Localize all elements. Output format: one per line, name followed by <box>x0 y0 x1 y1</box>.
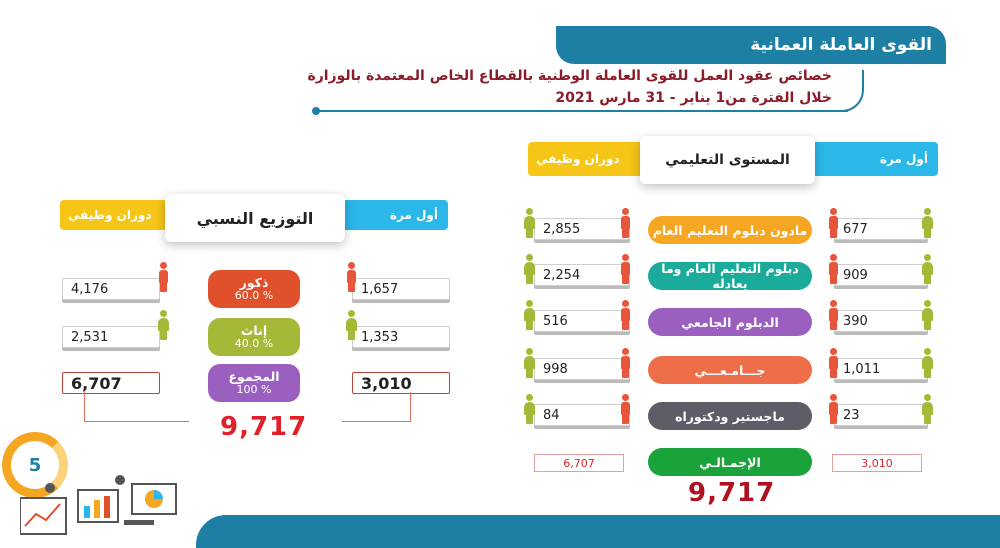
subtitle-dot <box>312 107 320 115</box>
left-category-label: إناث <box>240 323 268 339</box>
education-level-pill: الدبلوم الجامعي <box>648 308 812 336</box>
right-turnover-value: 516 <box>534 310 630 332</box>
right-ribbon-turnover: دوران وظيفي <box>528 142 656 176</box>
page-number: 5 <box>28 454 42 476</box>
education-level-pill: دبلوم التعليم العام وما يعادله <box>648 261 812 291</box>
education-level-pill: جـــامـعـــي <box>648 356 812 384</box>
page-title: القوى العاملة العمانية <box>556 26 946 64</box>
right-first-time-value: 1,011 <box>834 358 928 380</box>
male-icon <box>346 262 356 292</box>
right-turnover-total: 6,707 <box>534 454 624 472</box>
female-icon <box>524 348 535 378</box>
right-card-title: المستوى التعليمي <box>640 136 815 184</box>
left-turnover-value: 6,707 <box>62 372 160 394</box>
male-icon <box>828 348 838 378</box>
footer-bar <box>196 515 1000 548</box>
right-turnover-value: 998 <box>534 358 630 380</box>
left-category-pill: ذكور 60.0 % <box>208 270 300 308</box>
right-turnover-value: 84 <box>534 404 630 426</box>
right-first-time-value: 677 <box>834 218 928 240</box>
left-ribbon-turnover: دوران وظيفي <box>60 200 180 230</box>
male-icon <box>620 254 630 284</box>
right-turnover-value: 2,254 <box>534 264 630 286</box>
female-icon <box>524 254 535 284</box>
female-icon <box>922 300 933 330</box>
male-icon <box>620 300 630 330</box>
subtitle-line-2: خلال الفترة من1 يناير - 31 مارس 2021 <box>555 90 832 106</box>
left-first-time-value: 3,010 <box>352 372 450 394</box>
subtitle-underline <box>318 110 848 112</box>
education-level-pill: ماجستير ودكتوراه <box>648 402 812 430</box>
female-icon <box>922 254 933 284</box>
right-grand-total: 9,717 <box>688 478 776 508</box>
female-icon <box>346 310 357 340</box>
page-number-ring <box>2 432 68 498</box>
right-ribbon-turnover-label: دوران وظيفي <box>536 152 620 166</box>
right-arrow-h <box>342 421 410 422</box>
left-first-time-value: 1,657 <box>352 278 450 300</box>
right-card-title-text: المستوى التعليمي <box>665 152 790 168</box>
female-icon <box>922 394 933 424</box>
right-first-time-value: 390 <box>834 310 928 332</box>
subtitle-connector <box>830 70 864 112</box>
male-icon <box>828 300 838 330</box>
female-icon <box>922 208 933 238</box>
left-grand-total: 9,717 <box>220 412 308 442</box>
male-icon <box>828 208 838 238</box>
left-category-pill: إناث 40.0 % <box>208 318 300 356</box>
male-icon <box>158 262 168 292</box>
left-ribbon-first-time: أول مرة <box>330 200 448 230</box>
female-icon <box>158 310 169 340</box>
left-arrow-v <box>84 392 85 422</box>
male-icon <box>620 208 630 238</box>
male-icon <box>620 394 630 424</box>
education-level-pill: مادون دبلوم التعليم العام <box>648 216 812 244</box>
female-icon <box>922 348 933 378</box>
right-arrow-v <box>410 392 411 422</box>
male-icon <box>828 394 838 424</box>
left-category-label: ذكور <box>239 275 269 291</box>
left-arrow-h <box>84 421 189 422</box>
left-turnover-value: 4,176 <box>62 278 160 300</box>
left-category-label: المجموع <box>228 369 280 385</box>
left-category-percent: 60.0 % <box>234 288 274 302</box>
female-icon <box>524 300 535 330</box>
left-card-title: التوزيع النسبي <box>165 194 345 242</box>
right-ribbon-first-time: أول مرة <box>808 142 938 176</box>
female-icon <box>524 208 535 238</box>
left-category-pill: المجموع 100 % <box>208 364 300 402</box>
right-first-time-total: 3,010 <box>832 454 922 472</box>
right-ribbon-first-time-label: أول مرة <box>879 152 928 166</box>
left-card-title-text: التوزيع النسبي <box>196 208 314 228</box>
female-icon <box>524 394 535 424</box>
page-title-text: القوى العاملة العمانية <box>750 35 932 55</box>
left-ribbon-turnover-label: دوران وظيفي <box>68 208 152 222</box>
education-level-pill: الإجمـالـي <box>648 448 812 476</box>
right-first-time-value: 23 <box>834 404 928 426</box>
right-first-time-value: 909 <box>834 264 928 286</box>
subtitle-line-1: خصائص عقود العمل للقوى العاملة الوطنية ب… <box>307 68 832 84</box>
left-category-percent: 100 % <box>236 382 272 396</box>
right-turnover-value: 2,855 <box>534 218 630 240</box>
left-category-percent: 40.0 % <box>234 336 274 350</box>
male-icon <box>620 348 630 378</box>
left-first-time-value: 1,353 <box>352 326 450 348</box>
left-ribbon-first-time-label: أول مرة <box>389 208 438 222</box>
business-illustration-icon <box>20 475 177 535</box>
male-icon <box>828 254 838 284</box>
left-turnover-value: 2,531 <box>62 326 160 348</box>
